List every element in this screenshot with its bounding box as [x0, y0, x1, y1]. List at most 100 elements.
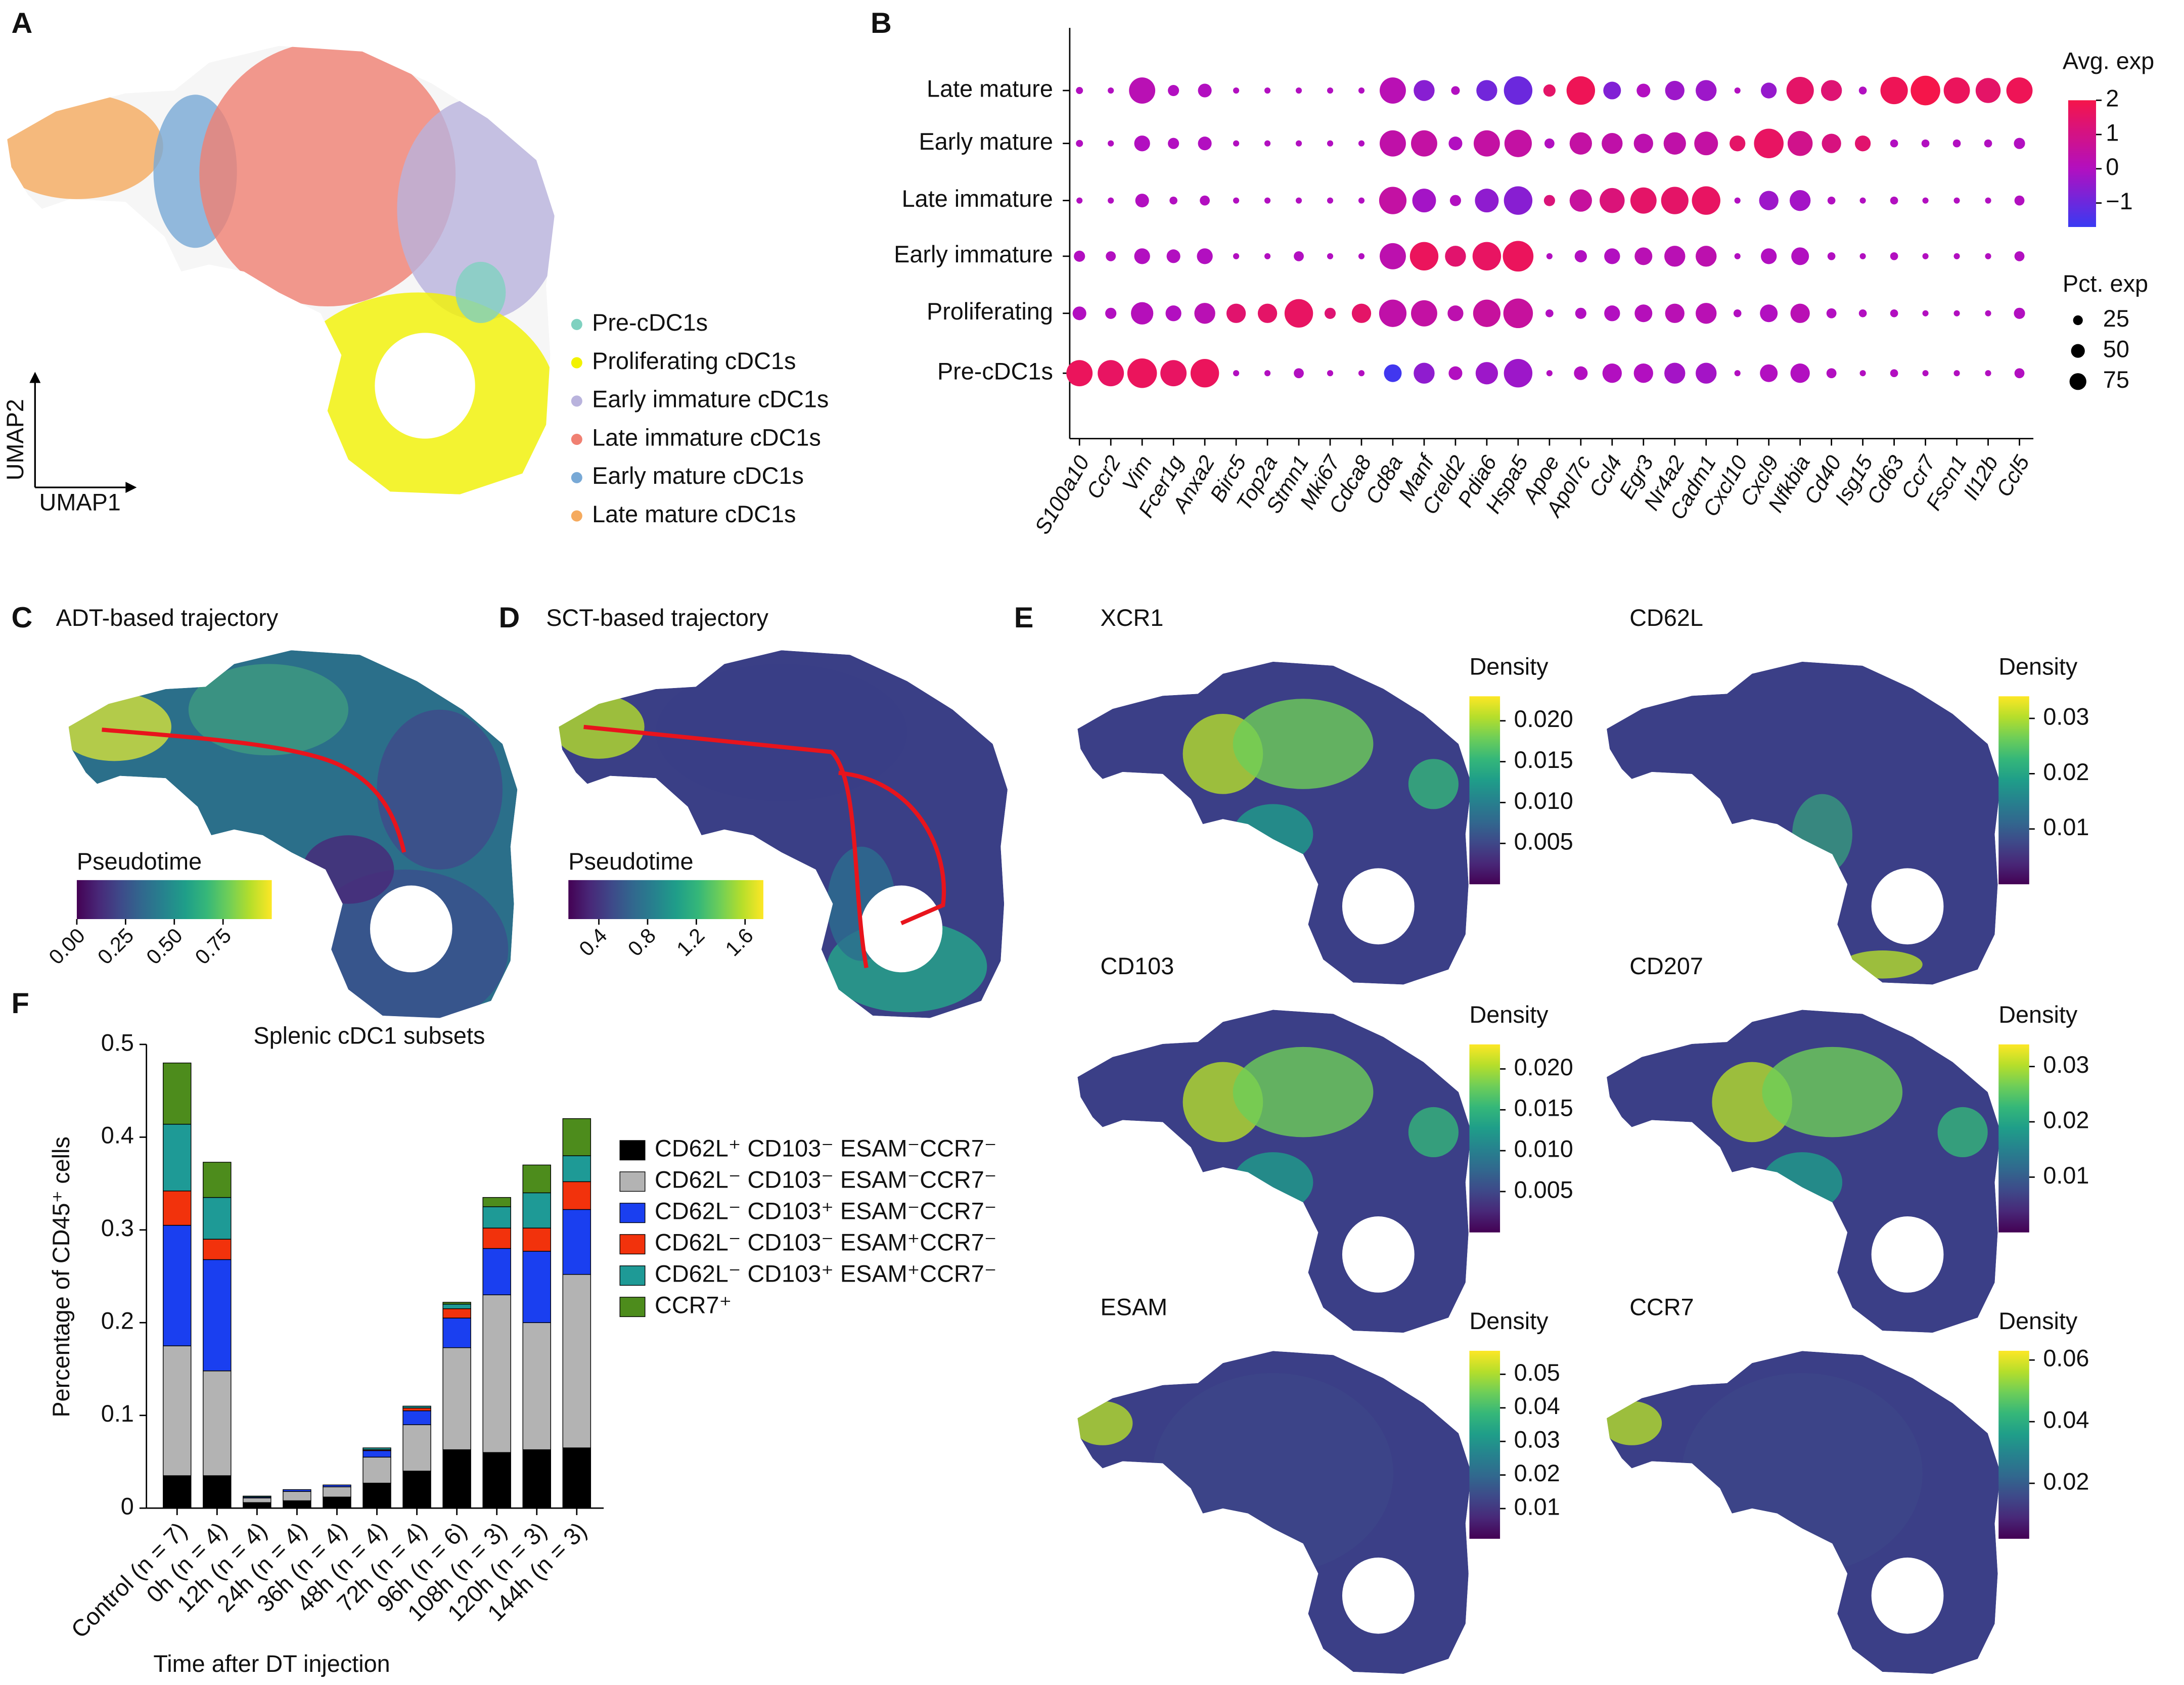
- dot: [1953, 197, 1960, 204]
- colorbar-label: 0.01: [2043, 814, 2089, 840]
- bar-segment: [442, 1308, 471, 1318]
- dot: [1633, 363, 1653, 383]
- dot: [1098, 360, 1124, 387]
- colorbar-title: Avg. exp: [2063, 48, 2154, 74]
- dot: [1985, 370, 1991, 377]
- bar-segment: [163, 1475, 192, 1509]
- dot: [1546, 370, 1553, 377]
- x-axis-label: Time after DT injection: [153, 1651, 390, 1677]
- embedding: [1607, 661, 2001, 985]
- dot: [1169, 196, 1177, 205]
- colorbar-label: 0.02: [2043, 1468, 2089, 1494]
- legend-label: Late immature cDC1s: [592, 424, 821, 450]
- dot: [1264, 140, 1271, 147]
- dot: [1569, 189, 1592, 212]
- size-title: Pct. exp: [2063, 270, 2148, 297]
- bar-segment: [163, 1062, 192, 1125]
- dot: [1922, 370, 1929, 377]
- dot: [1134, 248, 1150, 264]
- dot: [2014, 307, 2025, 319]
- colorbar-label: 0.06: [2043, 1345, 2089, 1372]
- dot: [1449, 195, 1461, 206]
- density-spot: [68, 692, 171, 761]
- embedding-hole: [1871, 868, 1944, 945]
- colorbar-label: 1.2: [672, 924, 709, 961]
- bar-segment: [243, 1497, 271, 1503]
- dot: [1761, 82, 1777, 99]
- dot: [1445, 246, 1466, 267]
- size-key: [2071, 344, 2085, 358]
- gene-label: S100a10: [1030, 451, 1095, 538]
- colorbar-label: 0.03: [2043, 703, 2089, 730]
- dot: [1294, 368, 1304, 379]
- bar-segment: [482, 1206, 511, 1228]
- density-spot: [1937, 1107, 1988, 1158]
- dot: [1985, 197, 1991, 204]
- dot: [1790, 303, 1810, 323]
- bar-segment: [402, 1410, 431, 1425]
- row-label: Proliferating: [927, 298, 1053, 325]
- row-label: Late immature: [902, 186, 1053, 212]
- dot: [1826, 368, 1837, 379]
- dot: [1475, 189, 1499, 213]
- dot: [1358, 87, 1365, 94]
- density-spot: [1792, 794, 1852, 875]
- row-label: Early immature: [894, 241, 1053, 267]
- dot: [2014, 368, 2025, 379]
- dot: [1696, 303, 1717, 324]
- dot: [1827, 252, 1836, 260]
- panel-label: C: [11, 602, 32, 634]
- dot: [1475, 362, 1498, 385]
- size-key: [2069, 373, 2086, 390]
- bar-segment: [522, 1227, 551, 1252]
- chart-title: Splenic cDC1 subsets: [253, 1023, 485, 1049]
- bar-segment: [203, 1259, 232, 1372]
- legend-label: CD62L⁻ CD103⁻ ESAM⁻CCR7⁻: [655, 1167, 996, 1193]
- legend-label: CCR7⁺: [655, 1292, 732, 1318]
- density-spot: [1408, 759, 1459, 809]
- bar-segment: [203, 1239, 232, 1260]
- dot: [1127, 358, 1157, 388]
- embedding-hole: [370, 885, 452, 973]
- legend-label: CD62L⁻ CD103⁺ ESAM⁺CCR7⁻: [655, 1261, 996, 1287]
- legend-swatch: [619, 1234, 646, 1255]
- dot: [1414, 362, 1435, 384]
- density-spot: [1842, 950, 1923, 979]
- dot: [1503, 298, 1533, 329]
- colorbar: [1469, 1044, 1500, 1233]
- dot: [1975, 78, 2001, 103]
- dot: [1880, 76, 1908, 105]
- bar-segment: [522, 1251, 551, 1323]
- colorbar-label: 0.01: [2043, 1162, 2089, 1189]
- bar-segment: [442, 1303, 471, 1309]
- dot: [1380, 243, 1406, 269]
- gene-label: Il12b: [1959, 451, 2003, 504]
- legend-label: Late mature cDC1s: [592, 501, 796, 527]
- dot: [1327, 197, 1334, 204]
- density-spot: [1153, 1373, 1394, 1574]
- bar-segment: [522, 1449, 551, 1509]
- embedding-hole: [1342, 1557, 1415, 1634]
- dot: [1327, 87, 1334, 94]
- size-label: 50: [2103, 336, 2129, 362]
- density-spot: [188, 664, 349, 756]
- y-tick-label: 0: [121, 1493, 134, 1520]
- y-tick-label: 0.5: [101, 1029, 134, 1056]
- dot: [1953, 310, 1960, 316]
- colorbar: [1469, 1350, 1500, 1539]
- colorbar-label: 2: [2106, 85, 2119, 112]
- dot: [1066, 360, 1093, 387]
- colorbar-title: Density: [1998, 1308, 2078, 1334]
- embedding-cells: [559, 650, 1008, 1018]
- panel-label: B: [871, 7, 892, 39]
- dot: [1854, 135, 1871, 152]
- density-spot: [1762, 1152, 1843, 1213]
- density-spot: [302, 835, 394, 904]
- colorbar-label: 0.02: [2043, 1107, 2089, 1133]
- dot: [1379, 299, 1407, 327]
- dot: [1264, 87, 1271, 94]
- dot: [1165, 305, 1181, 322]
- bar-segment: [442, 1449, 471, 1509]
- dot: [1692, 186, 1720, 215]
- dot: [1108, 197, 1114, 204]
